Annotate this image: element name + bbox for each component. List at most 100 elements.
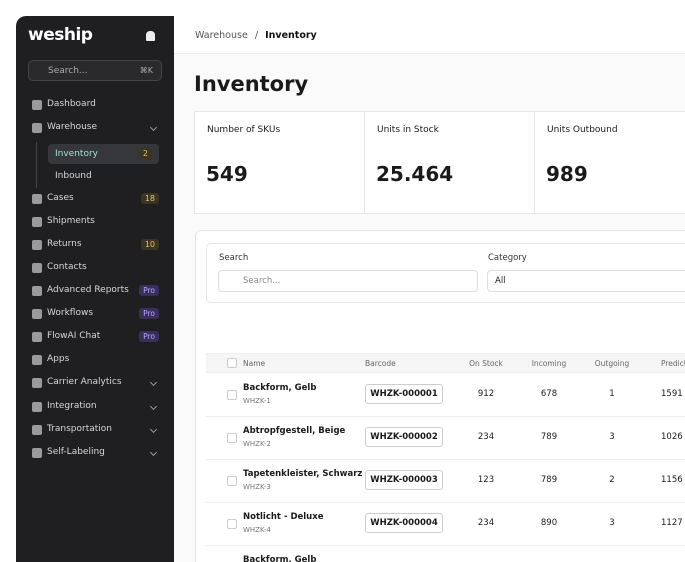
column-header: Outgoing xyxy=(594,359,630,368)
nav-item[interactable]: Apps xyxy=(16,350,174,370)
stat-label: Number of SKUs xyxy=(207,125,281,135)
row-border xyxy=(206,416,685,417)
outgoing: 1 xyxy=(609,389,615,399)
nav-badge: 10 xyxy=(140,239,159,250)
chevron xyxy=(149,425,158,434)
search-shortcut: ⌘K xyxy=(139,66,153,75)
search-input[interactable]: Search... xyxy=(218,270,478,292)
nav-badge: 18 xyxy=(140,193,159,204)
nav-label: Cases xyxy=(47,193,74,203)
nav-item[interactable]: Dashboard xyxy=(16,95,174,115)
select-all-checkbox[interactable] xyxy=(227,358,237,368)
search-box[interactable]: Search... ⌘K xyxy=(28,60,162,81)
nav-item[interactable]: Carrier Analytics xyxy=(16,373,174,393)
row-checkbox[interactable] xyxy=(227,519,237,529)
nav-item[interactable]: Transportation xyxy=(16,420,174,440)
nav-label: Carrier Analytics xyxy=(47,377,122,387)
row-checkbox[interactable] xyxy=(227,390,237,400)
barcode: WHZK-000001 xyxy=(365,384,443,404)
page-title: Inventory xyxy=(194,72,309,96)
category-select[interactable]: All xyxy=(487,270,685,292)
row-border xyxy=(206,545,685,546)
row-checkbox[interactable] xyxy=(227,476,237,486)
outgoing: 2 xyxy=(609,475,615,485)
outgoing: 3 xyxy=(609,518,615,528)
chevron xyxy=(149,378,158,387)
stat-value: 989 xyxy=(546,162,588,186)
outgoing: 3 xyxy=(609,432,615,442)
column-header: Barcode xyxy=(365,359,396,368)
nav-label: Inventory xyxy=(55,149,98,159)
header-bar xyxy=(174,0,685,54)
nav-icon xyxy=(32,240,42,250)
incoming: 678 xyxy=(540,389,558,399)
nav-icon xyxy=(32,402,42,412)
logo[interactable]: weship xyxy=(28,25,93,45)
nav-label: Workflows xyxy=(47,308,94,318)
on-stock: 234 xyxy=(477,518,495,528)
product-sku: WHZK-3 xyxy=(243,483,271,491)
nav-icon xyxy=(32,100,42,110)
filter-box: Search Search... Category All xyxy=(206,243,685,303)
nav-item[interactable]: Cases 18 xyxy=(16,189,174,209)
stat-label: Units Outbound xyxy=(547,125,618,135)
stat-card: Units in Stock 25.464 xyxy=(364,111,535,214)
pro-badge: Pro xyxy=(139,308,159,319)
incoming: 890 xyxy=(540,518,558,528)
product-name: Notlicht - Deluxe xyxy=(243,512,324,522)
nav-item[interactable]: Integration xyxy=(16,397,174,417)
nav-label: FlowAI Chat xyxy=(47,331,101,341)
nav-item[interactable]: Warehouse xyxy=(16,118,174,138)
nav-label: Transportation xyxy=(47,424,112,434)
stat-card: Units Outbound 989 xyxy=(534,111,685,214)
nav-item[interactable]: Returns 10 xyxy=(16,235,174,255)
chevron xyxy=(149,402,158,411)
nav-label: Self-Labeling xyxy=(47,447,105,457)
nav-item[interactable]: Shipments xyxy=(16,212,174,232)
nav-label: Shipments xyxy=(47,216,95,226)
table-header xyxy=(206,353,685,373)
barcode: WHZK-000003 xyxy=(365,470,443,490)
nav-item[interactable]: Contacts xyxy=(16,258,174,278)
nav-label: Warehouse xyxy=(47,122,98,132)
search-label: Search xyxy=(219,253,249,263)
bell-icon[interactable] xyxy=(146,31,155,41)
nav-label: Dashboard xyxy=(47,99,96,109)
nav-icon xyxy=(32,123,42,133)
nav-label: Returns xyxy=(47,239,82,249)
stat-value: 25.464 xyxy=(376,162,454,186)
product-name: Backform, Gelb xyxy=(243,555,317,562)
nav-icon xyxy=(32,332,42,342)
product-name: Backform, Gelb xyxy=(243,383,317,393)
nav-item[interactable]: FlowAI Chat Pro xyxy=(16,327,174,347)
column-header: Predicted xyxy=(661,359,685,368)
nav-item[interactable]: Advanced Reports Pro xyxy=(16,281,174,301)
nav-icon xyxy=(32,425,42,435)
on-stock: 234 xyxy=(477,432,495,442)
nav-item[interactable]: Inventory 2 xyxy=(16,144,174,164)
barcode: WHZK-000004 xyxy=(365,513,443,533)
category-value: All xyxy=(495,276,506,286)
chevron xyxy=(149,448,158,457)
nav-icon xyxy=(32,286,42,296)
nav-icon xyxy=(32,217,42,227)
row-checkbox[interactable] xyxy=(227,433,237,443)
nav-item[interactable]: Inbound xyxy=(16,166,174,186)
predicted: 1591 xyxy=(661,389,683,399)
stat-card: Number of SKUs 549 xyxy=(194,111,365,214)
nav-icon xyxy=(32,263,42,273)
breadcrumb-parent[interactable]: Warehouse xyxy=(195,30,248,41)
category-label: Category xyxy=(488,253,527,263)
nav-item[interactable]: Workflows Pro xyxy=(16,304,174,324)
pro-badge: Pro xyxy=(139,285,159,296)
column-header: On Stock xyxy=(469,359,503,368)
on-stock: 123 xyxy=(477,475,495,485)
nav-item[interactable]: Self-Labeling xyxy=(16,443,174,463)
pro-badge: Pro xyxy=(139,331,159,342)
nav-badge: 2 xyxy=(138,148,152,159)
breadcrumb-current: Inventory xyxy=(265,30,317,41)
breadcrumb: Warehouse / Inventory xyxy=(195,30,317,41)
stat-value: 549 xyxy=(206,162,248,186)
column-header: Incoming xyxy=(531,359,567,368)
